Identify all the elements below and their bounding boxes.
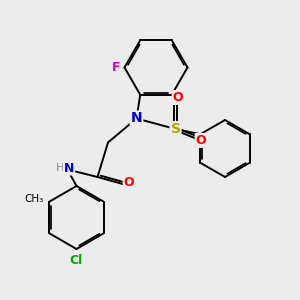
Text: F: F <box>112 61 120 74</box>
Text: H: H <box>56 163 64 173</box>
Text: O: O <box>196 134 206 147</box>
Text: O: O <box>124 176 134 190</box>
Text: N: N <box>131 112 142 125</box>
Text: CH₃: CH₃ <box>25 194 44 204</box>
Text: Cl: Cl <box>70 254 83 266</box>
Text: O: O <box>172 91 183 104</box>
Text: N: N <box>64 161 74 175</box>
Text: S: S <box>170 122 181 136</box>
